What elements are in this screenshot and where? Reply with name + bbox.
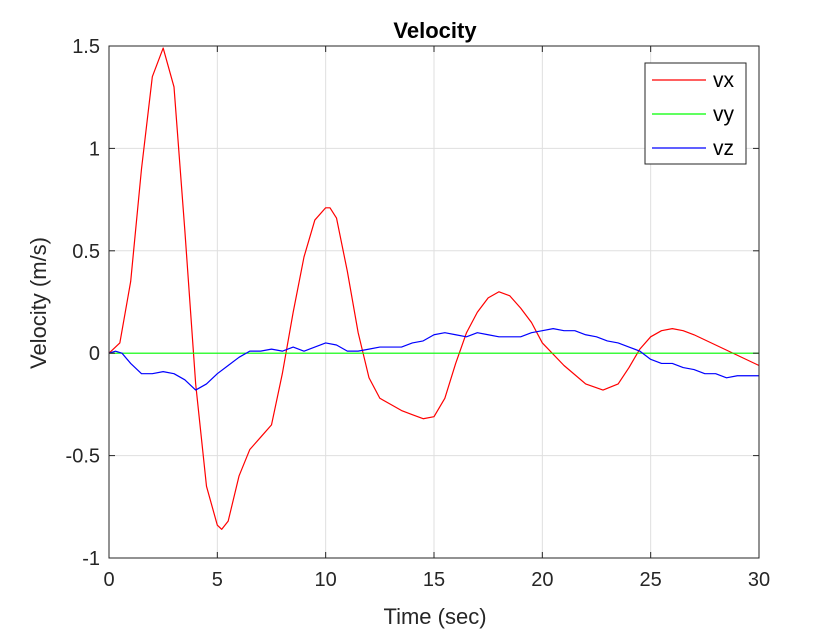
x-tick-label: 20 xyxy=(531,569,553,591)
tick-labels: 0 5 10 15 20 25 30 -1 -0.5 0 0.5 1 1.5 xyxy=(66,36,771,591)
series-line-vz xyxy=(108,328,759,391)
y-tick-label: -1 xyxy=(82,548,100,570)
y-tick-label: 1.5 xyxy=(72,36,100,58)
plot-series xyxy=(108,47,760,530)
legend: vx vy vz xyxy=(644,62,747,165)
x-tick-label: 15 xyxy=(423,569,445,591)
x-tick-label: 0 xyxy=(103,569,114,591)
series-line-vx xyxy=(108,47,760,530)
y-tick-label: -0.5 xyxy=(66,446,100,468)
x-tick-label: 25 xyxy=(640,569,662,591)
chart-title: Velocity xyxy=(393,18,477,43)
x-tick-label: 30 xyxy=(748,569,770,591)
x-tick-label: 5 xyxy=(212,569,223,591)
y-tick-label: 0.5 xyxy=(72,241,100,263)
y-axis-label: Velocity (m/s) xyxy=(26,237,51,369)
y-tick-label: 0 xyxy=(89,343,100,365)
legend-label-vy: vy xyxy=(713,103,735,126)
y-tick-label: 1 xyxy=(89,138,100,160)
x-axis-label: Time (sec) xyxy=(383,604,486,629)
x-tick-label: 10 xyxy=(315,569,337,591)
legend-label-vz: vz xyxy=(713,137,734,160)
axes xyxy=(108,45,760,559)
legend-label-vx: vx xyxy=(713,69,735,92)
